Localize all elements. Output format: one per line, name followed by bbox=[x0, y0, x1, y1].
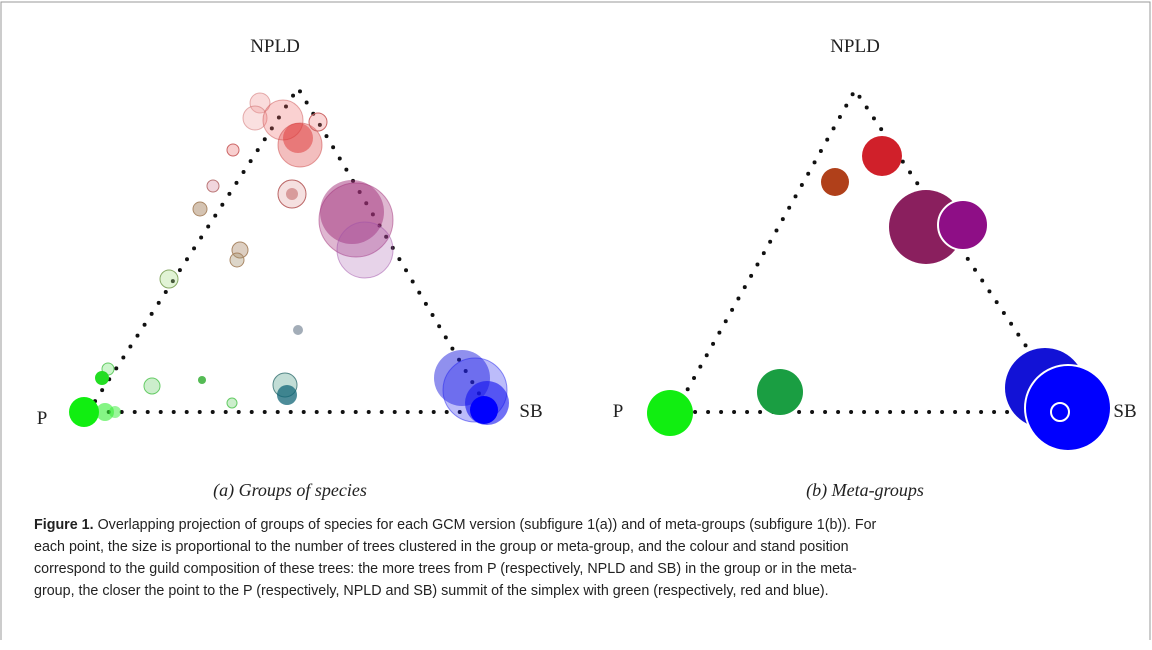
vertex-label: SB bbox=[1113, 401, 1136, 422]
caption-text: Overlapping projection of groups of spec… bbox=[93, 517, 877, 533]
caption: Figure 1. Overlapping projection of grou… bbox=[34, 514, 1134, 602]
vertex-label: NPLD bbox=[830, 36, 880, 57]
caption-line: correspond to the guild composition of t… bbox=[34, 561, 857, 577]
caption-line: group, the closer the point to the P (re… bbox=[34, 583, 829, 599]
subcaption: (a) Groups of species bbox=[213, 480, 367, 501]
vertex-label: P bbox=[37, 408, 48, 429]
subcaption: (b) Meta-groups bbox=[806, 480, 924, 501]
caption-line: Figure 1. Overlapping projection of grou… bbox=[34, 514, 1134, 536]
vertex-label: P bbox=[613, 401, 624, 422]
panel-b: NPLD P SB (b) Meta-groups bbox=[613, 36, 1137, 501]
simplex bbox=[84, 84, 494, 414]
bubbles bbox=[647, 136, 1112, 452]
caption-label: Figure 1. bbox=[34, 517, 94, 533]
caption-line: each point, the size is proportional to … bbox=[34, 539, 849, 555]
panel-a: NPLD P SB (a) Groups of species bbox=[37, 36, 543, 501]
vertex-label: NPLD bbox=[250, 36, 300, 57]
vertex-label: SB bbox=[519, 401, 542, 422]
bubbles bbox=[69, 92, 509, 427]
simplex bbox=[671, 86, 1074, 414]
